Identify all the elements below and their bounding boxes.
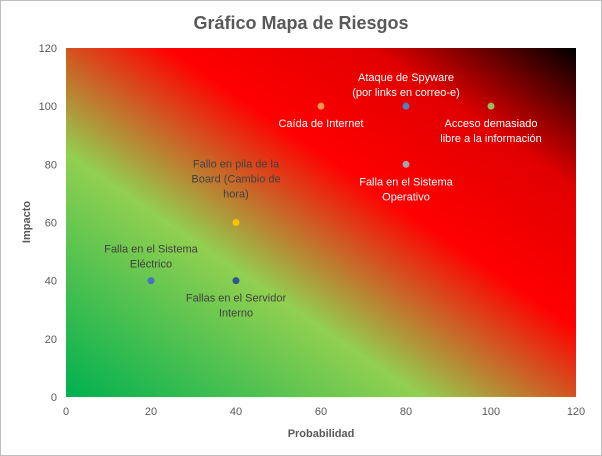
y-axis-label: Impacto [21,201,33,243]
data-label: libre a la información [440,133,542,145]
x-axis-ticks: 0 20 40 60 80 100 120 [63,406,585,418]
x-tick-label: 100 [482,406,500,418]
data-label: Fallo en pila de la [193,159,280,171]
x-tick-label: 0 [63,406,69,418]
y-tick-label: 0 [51,392,57,404]
data-point[interactable] [317,102,325,110]
data-point[interactable] [402,160,410,168]
chart-title: Gráfico Mapa de Riesgos [193,13,408,33]
data-point[interactable] [232,277,240,285]
y-tick-label: 60 [45,218,57,230]
data-label: Board (Cambio de [191,174,280,186]
x-tick-label: 80 [400,406,412,418]
plot-area [66,48,576,397]
data-label: Falla en el Sistema [104,244,198,256]
data-label: Caída de Internet [278,118,363,130]
data-label: (por links en correo-e) [352,87,460,99]
x-axis-label: Probabilidad [288,428,355,440]
data-label: Fallas en el Servidor [186,293,287,305]
data-points: Ataque de Spyware (por links en correo-e)… [104,72,542,320]
data-point[interactable] [232,219,240,226]
data-point[interactable] [487,102,495,110]
data-label: Acceso demasiado [445,118,538,130]
x-tick-label: 120 [567,406,585,418]
x-tick-label: 60 [315,406,327,418]
y-axis-ticks: 0 20 40 60 80 100 120 [39,43,57,404]
data-label: Operativo [382,191,430,203]
data-label: Ataque de Spyware [358,72,454,84]
data-label: hora) [223,189,249,201]
x-tick-label: 20 [145,406,157,418]
data-label: Interno [219,308,253,320]
data-point[interactable] [402,102,410,110]
data-point[interactable] [147,277,155,285]
data-label: Eléctrico [130,259,172,271]
x-tick-label: 40 [230,406,242,418]
y-tick-label: 100 [39,101,57,113]
y-tick-label: 120 [39,43,57,55]
y-tick-label: 40 [45,276,57,288]
y-tick-label: 80 [45,159,57,171]
y-tick-label: 20 [45,334,57,346]
data-label: Falla en el Sistema [359,176,453,188]
